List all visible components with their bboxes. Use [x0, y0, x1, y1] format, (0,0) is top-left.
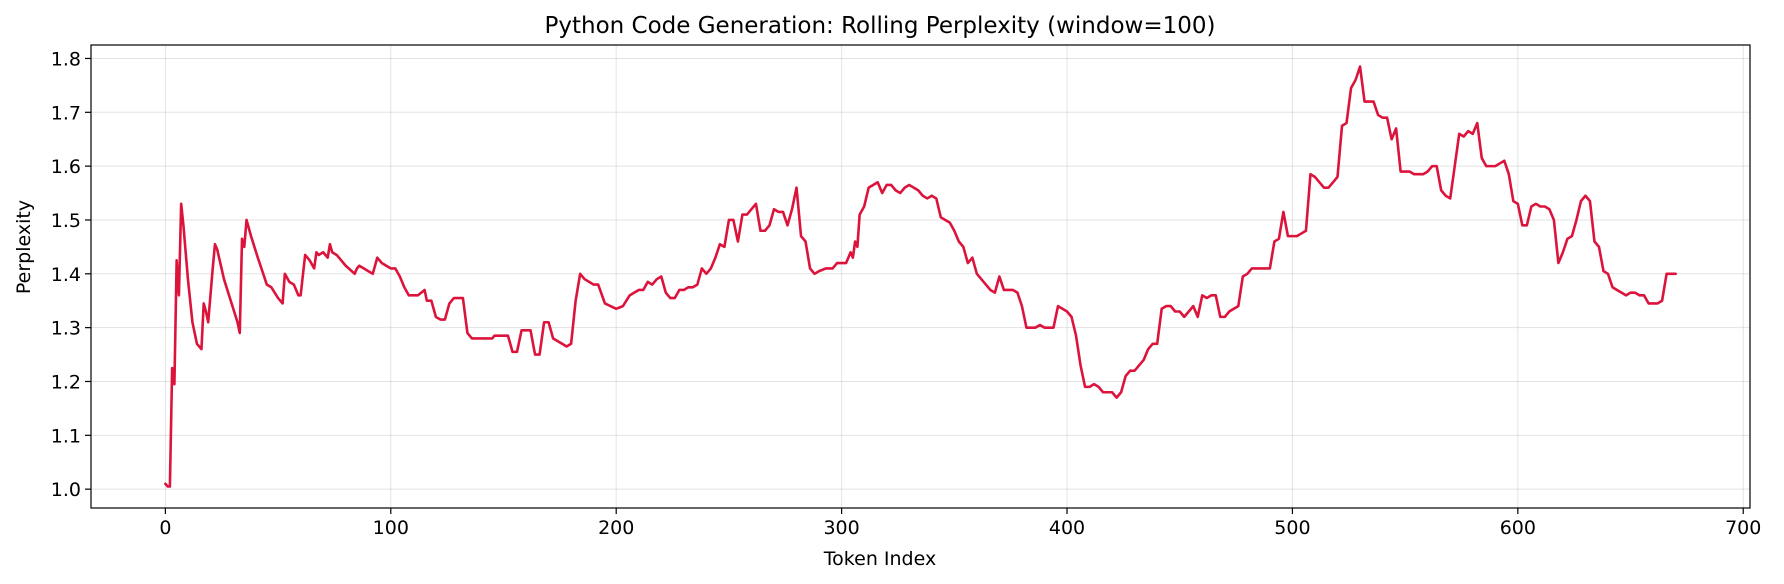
x-tick-label: 600 [1500, 517, 1536, 539]
plot-frame [90, 44, 1751, 509]
y-tick-label: 1.3 [51, 318, 81, 340]
y-tick-label: 1.0 [51, 479, 81, 501]
y-tick-label: 1.7 [51, 102, 81, 124]
x-tick-label: 700 [1725, 517, 1761, 539]
y-tick-label: 1.6 [51, 156, 81, 178]
grid-lines [91, 45, 1750, 508]
x-tick-label: 400 [1049, 517, 1085, 539]
y-tick-label: 1.2 [51, 371, 81, 393]
y-tick-label: 1.1 [51, 425, 81, 447]
x-tick-label: 500 [1274, 517, 1310, 539]
x-tick-label: 300 [823, 517, 859, 539]
y-tick-label: 1.5 [51, 210, 81, 232]
y-axis-ticks: 1.0 1.1 1.2 1.3 1.4 1.5 1.6 1.7 1.8 [51, 48, 91, 501]
x-axis-ticks: 0 100 200 300 400 500 600 700 [159, 508, 1761, 539]
series-line [164, 65, 1677, 488]
y-axis-label: Perplexity [13, 200, 35, 294]
y-tick-label: 1.8 [51, 48, 81, 70]
x-tick-label: 0 [159, 517, 171, 539]
x-axis-label: Token Index [823, 548, 936, 570]
x-tick-label: 200 [598, 517, 634, 539]
plot-lines [164, 65, 1677, 488]
y-tick-label: 1.4 [51, 264, 81, 286]
x-tick-label: 100 [373, 517, 409, 539]
chart-title: Python Code Generation: Rolling Perplexi… [545, 13, 1216, 39]
